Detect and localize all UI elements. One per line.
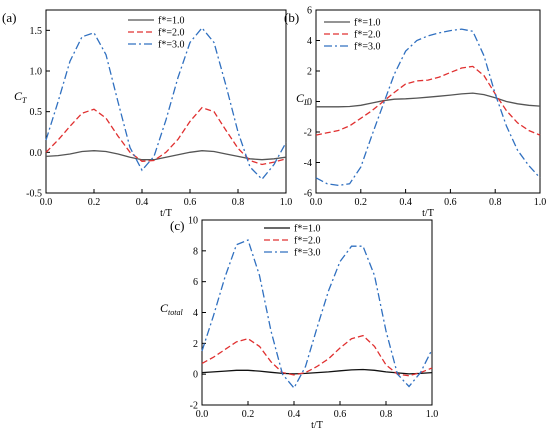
- y-tick-label: -2: [190, 401, 198, 412]
- y-axis-label-main: C: [296, 91, 305, 105]
- chart-panel-1: 0.0 0.2 0.4 0.6 0.8 1.0-0.50.00.51.01.5t/TCT(…: [2, 9, 293, 219]
- x-tick-label: 0.6: [334, 409, 347, 420]
- y-tick-label: -6: [304, 189, 312, 200]
- x-axis-label: t/T: [422, 208, 434, 219]
- x-tick-label: 0.2: [355, 197, 368, 208]
- x-axis-label: t/T: [311, 420, 323, 431]
- legend-label: f*=2.0: [354, 30, 380, 41]
- y-axis-label-main: C: [14, 89, 23, 103]
- y-tick-label: 4: [193, 308, 198, 319]
- y-axis-label-subscript: T: [22, 96, 27, 105]
- series-line-solid: [316, 92, 541, 108]
- series-line-dashed: [45, 106, 287, 166]
- y-axis-label: CT: [14, 89, 27, 105]
- legend-label: f*=3.0: [354, 42, 380, 53]
- legend-label: f*=3.0: [158, 40, 184, 51]
- legend-label: f*=1.0: [158, 16, 184, 27]
- chart-panel-3: 0.0 0.2 0.4 0.6 0.8 1.0 -2 0 2 4 6 8 10 t/T Ctotal (c) f…: [160, 216, 438, 431]
- plot-frame: [45, 9, 287, 194]
- y-tick-label: 2: [193, 339, 198, 350]
- y-tick-label: 0: [307, 97, 312, 108]
- x-tick-label: 0.8: [380, 409, 393, 420]
- legend-label: f*=3.0: [294, 248, 320, 259]
- y-tick-label: -0.5: [26, 189, 42, 200]
- y-tick-label: 0.5: [30, 107, 43, 118]
- x-tick-label: 1.0: [280, 197, 293, 208]
- x-tick-label: 0.4: [136, 197, 149, 208]
- y-tick-label: 8: [193, 246, 198, 257]
- series-line-dashed: [201, 334, 433, 377]
- x-tick-label: 1.0: [426, 409, 439, 420]
- y-tick-label: 10: [188, 216, 198, 227]
- legend: f*=1.0f*=2.0f*=3.0: [324, 18, 380, 53]
- y-tick-label: 0.0: [30, 148, 43, 159]
- y-axis-label-main: C: [160, 301, 169, 315]
- series-line-solid: [45, 150, 287, 161]
- x-tick-label: 0.0: [310, 197, 323, 208]
- y-axis-label: CL: [296, 91, 309, 107]
- y-tick-label: 6: [307, 6, 312, 17]
- y-tick-label: 2: [307, 67, 312, 78]
- y-axis-label-subscript: total: [168, 308, 183, 317]
- y-tick-label: -4: [304, 158, 312, 169]
- legend-label: f*=1.0: [354, 18, 380, 29]
- y-axis-label-subscript: L: [303, 98, 309, 107]
- series-line-solid: [201, 368, 433, 375]
- panel-label: (a): [2, 10, 16, 25]
- x-axis-label: t/T: [160, 208, 172, 219]
- legend-label: f*=1.0: [294, 224, 320, 235]
- y-tick-label: 1.0: [30, 67, 43, 78]
- chart-panel-2: 0.0 0.2 0.4 0.6 0.8 1.0 -6 -4 -2 0 2 4 6 t/T CL (b) f*=1…: [284, 6, 546, 220]
- legend: f*=1.0f*=2.0f*=3.0: [264, 224, 320, 259]
- legend: f*=1.0f*=2.0f*=3.0: [128, 16, 184, 51]
- x-tick-label: 0.6: [444, 197, 457, 208]
- y-tick-label: 1.5: [30, 26, 43, 37]
- panel-label: (b): [284, 10, 299, 25]
- x-tick-label: 1.0: [534, 197, 547, 208]
- series-line-dashed: [315, 65, 541, 136]
- panel-label: (c): [170, 218, 184, 233]
- x-tick-label: 0.4: [399, 197, 412, 208]
- x-tick-label: 0.0: [196, 409, 209, 420]
- series-line-dashdot: [315, 28, 541, 187]
- y-tick-label: -2: [304, 128, 312, 139]
- legend-label: f*=2.0: [158, 28, 184, 39]
- x-tick-label: 0.2: [88, 197, 101, 208]
- y-tick-label: 6: [193, 277, 198, 288]
- y-tick-label: 0: [193, 370, 198, 381]
- x-tick-label: 0.2: [242, 409, 255, 420]
- y-tick-label: 4: [307, 36, 312, 47]
- x-tick-label: 0.6: [184, 197, 197, 208]
- x-tick-label: 0.8: [489, 197, 502, 208]
- x-tick-label: 0.8: [232, 197, 245, 208]
- x-tick-label: 0.0: [40, 197, 53, 208]
- series-line-dashdot: [201, 239, 433, 390]
- legend-label: f*=2.0: [294, 236, 320, 247]
- series-line-dashdot: [45, 26, 287, 181]
- y-axis-label: Ctotal: [160, 301, 183, 317]
- x-tick-label: 0.4: [288, 409, 301, 420]
